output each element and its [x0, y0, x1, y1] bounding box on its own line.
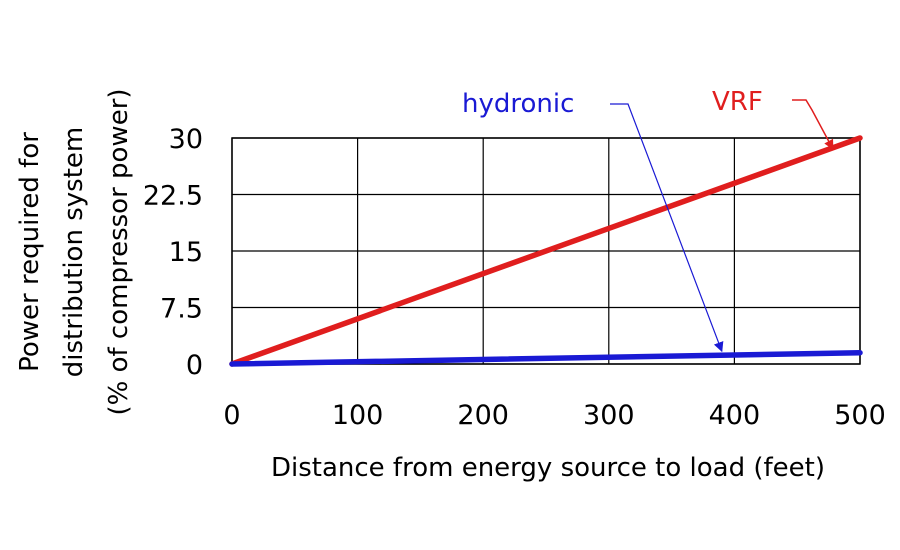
- series-lines: [229, 135, 863, 367]
- plot-frame: [231, 137, 861, 365]
- hydronic-pointer-arrow: [610, 103, 724, 353]
- series-line-hydronic: [229, 349, 863, 367]
- x-tick-label: 500: [834, 400, 886, 431]
- y-tick-label: 7.5: [160, 294, 203, 325]
- y-tick-label: 22.5: [143, 181, 203, 212]
- vrf-pointer-arrow: [792, 99, 834, 150]
- y-axis-label-line-2: distribution system: [59, 127, 89, 377]
- x-tick-label: 0: [223, 400, 240, 431]
- y-tick-labels: 0 7.5 15 22.5 30: [143, 124, 203, 381]
- x-tick-label: 200: [457, 400, 509, 431]
- series-annotations: VRF hydronic: [462, 87, 834, 353]
- series-label-vrf: VRF: [712, 87, 763, 117]
- y-axis-label-line-3: (% of compressor power): [104, 88, 134, 415]
- series-label-hydronic: hydronic: [462, 89, 574, 119]
- x-tick-label: 300: [583, 400, 635, 431]
- y-tick-label: 15: [169, 237, 203, 268]
- series-line-vrf: [229, 135, 863, 367]
- y-tick-label: 0: [186, 350, 203, 381]
- x-axis-label: Distance from energy source to load (fee…: [271, 453, 825, 483]
- x-tick-label: 400: [709, 400, 761, 431]
- y-axis-label-line-1: Power required for: [15, 132, 45, 372]
- y-tick-label: 30: [169, 124, 203, 155]
- x-tick-labels: 0 100 200 300 400 500: [223, 400, 885, 431]
- plot-border: [231, 137, 861, 365]
- y-axis-label: Power required for distribution system (…: [15, 88, 134, 415]
- x-tick-label: 100: [332, 400, 384, 431]
